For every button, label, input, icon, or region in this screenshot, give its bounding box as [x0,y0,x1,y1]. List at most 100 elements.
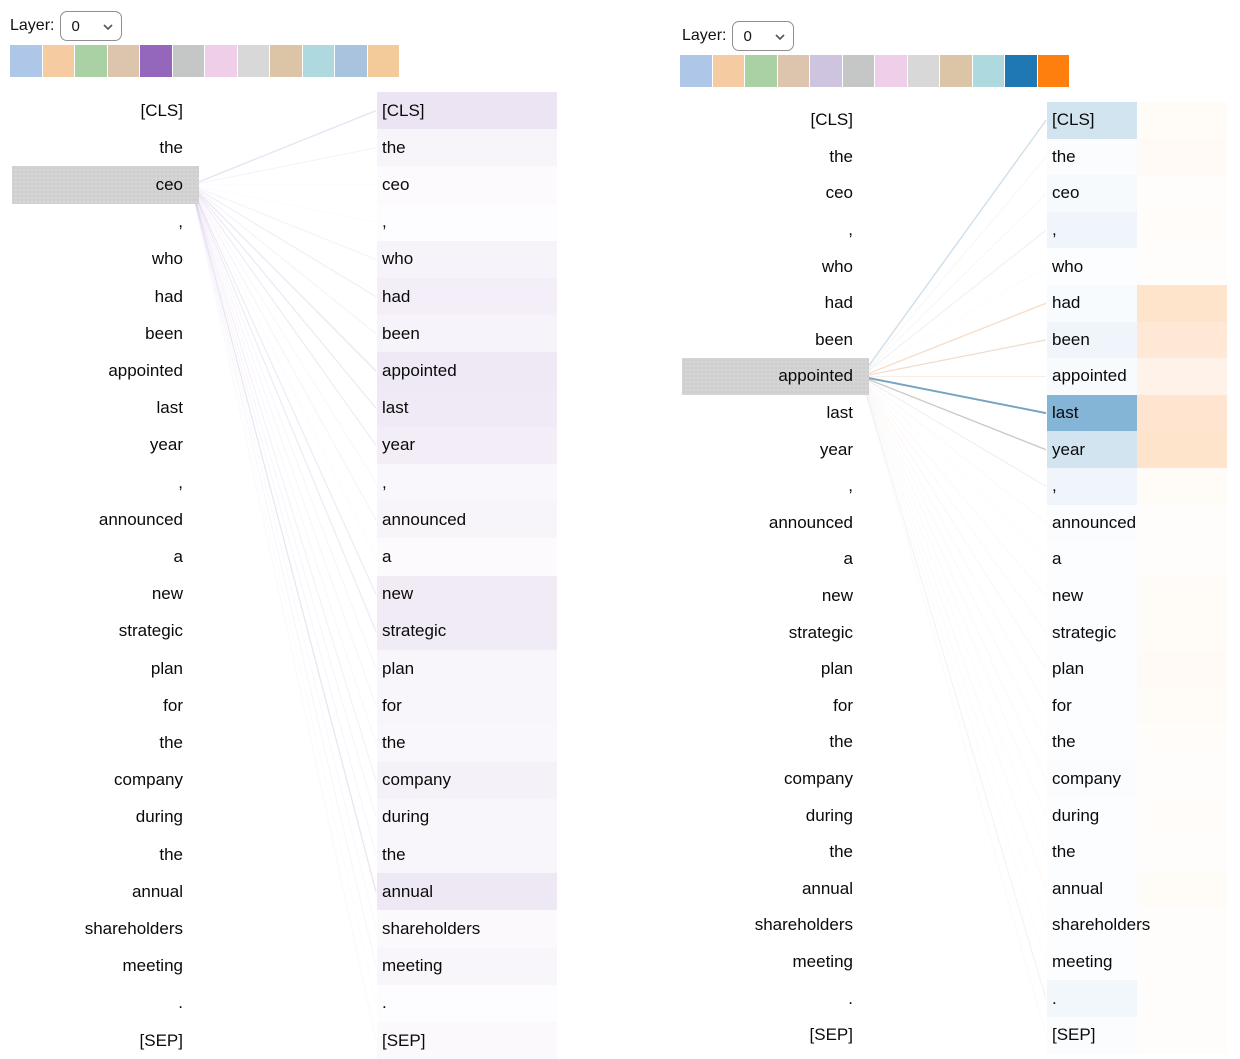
query-token-row[interactable]: strategic [12,613,183,650]
query-token-row[interactable]: [CLS] [682,102,853,139]
head-swatch-10[interactable] [335,45,367,77]
query-token-row[interactable]: , [682,468,853,505]
head-swatch-2[interactable] [745,55,777,87]
key-token-row[interactable]: , [377,464,557,502]
head-swatch-0[interactable] [10,45,42,77]
key-token-row[interactable]: appointed [377,352,557,390]
key-token-row[interactable]: the [1047,724,1227,761]
key-token-row[interactable]: , [377,204,557,241]
query-token-row[interactable]: new [12,576,183,613]
key-token-row[interactable]: plan [1047,651,1227,688]
key-token-row[interactable]: strategic [377,612,557,650]
head-swatch-11[interactable] [367,45,399,77]
key-token-row[interactable]: for [1047,688,1227,725]
query-token-row[interactable]: [SEP] [682,1017,853,1054]
key-token-row[interactable]: the [1047,138,1227,176]
query-token-row[interactable]: annual [682,871,853,908]
query-token-row[interactable]: meeting [682,944,853,981]
key-token-row[interactable]: annual [377,873,557,911]
head-swatch-6[interactable] [205,45,237,77]
key-token-row[interactable]: who [1047,248,1227,285]
query-token-row[interactable]: shareholders [12,910,183,947]
key-token-row[interactable]: meeting [1047,944,1227,981]
query-token-row[interactable]: announced [12,501,183,538]
layer-select[interactable]: 0 [732,21,795,51]
query-token-row[interactable]: company [12,762,183,799]
query-token-row[interactable]: had [12,278,183,315]
key-token-row[interactable]: been [377,315,557,353]
query-token-row[interactable]: , [12,204,183,241]
query-token-row[interactable]: during [12,799,183,836]
key-token-row[interactable]: , [1047,468,1227,505]
key-token-row[interactable]: [SEP] [1047,1017,1227,1054]
query-token-row[interactable]: . [682,980,853,1017]
head-swatch-9[interactable] [302,45,334,77]
query-token-row[interactable]: who [682,248,853,285]
query-token-row[interactable]: the [12,724,183,761]
query-token-row[interactable]: year [12,427,183,464]
query-token-row[interactable]: meeting [12,948,183,985]
key-token-row[interactable]: appointed [1047,358,1227,395]
key-token-row[interactable]: annual [1047,871,1227,908]
key-token-row[interactable]: had [377,278,557,316]
query-token-row[interactable]: shareholders [682,907,853,944]
key-token-row[interactable]: the [1047,834,1227,871]
key-token-row[interactable]: ceo [377,166,557,203]
key-token-row[interactable]: the [377,129,557,167]
query-token-row[interactable]: last [682,395,853,432]
key-token-row[interactable]: company [1047,761,1227,798]
query-token-row[interactable]: for [682,688,853,725]
head-swatch-0[interactable] [680,55,712,87]
key-token-row[interactable]: [SEP] [377,1022,557,1059]
key-token-row[interactable]: shareholders [377,910,557,948]
query-token-row[interactable]: [CLS] [12,92,183,129]
query-token-row[interactable]: the [682,834,853,871]
query-token-row[interactable]: , [682,212,853,249]
key-token-row[interactable]: been [1047,321,1227,359]
head-swatch-7[interactable] [907,55,939,87]
key-token-row[interactable]: last [377,389,557,427]
key-token-row[interactable]: plan [377,650,557,688]
query-token-row[interactable]: company [682,761,853,798]
key-token-row[interactable]: announced [377,501,557,539]
query-token-row[interactable]: the [682,139,853,176]
query-token-row[interactable]: plan [12,650,183,687]
head-swatch-5[interactable] [172,45,204,77]
head-swatch-9[interactable] [972,55,1004,87]
head-swatch-11[interactable] [1037,55,1069,87]
key-token-row[interactable]: announced [1047,505,1227,542]
query-token-row[interactable]: , [12,464,183,501]
key-token-row[interactable]: a [377,538,557,575]
query-token-row[interactable]: announced [682,505,853,542]
key-token-row[interactable]: [CLS] [377,92,557,130]
key-token-row[interactable]: . [1047,980,1227,1017]
query-token-row[interactable]: during [682,797,853,834]
head-swatch-1[interactable] [42,45,74,77]
key-token-row[interactable]: had [1047,285,1227,322]
key-token-row[interactable]: strategic [1047,614,1227,651]
head-swatch-10[interactable] [1005,55,1037,87]
head-swatch-3[interactable] [777,55,809,87]
head-swatch-2[interactable] [75,45,107,77]
query-token-row[interactable]: a [12,538,183,575]
key-token-row[interactable]: last [1047,394,1227,432]
query-token-row[interactable]: . [12,985,183,1022]
key-token-row[interactable]: who [377,240,557,278]
head-swatch-4[interactable] [810,55,842,87]
key-token-row[interactable]: . [377,985,557,1022]
query-token-row[interactable]: annual [12,873,183,910]
query-token-row[interactable]: year [682,431,853,468]
head-swatch-7[interactable] [237,45,269,77]
query-token-row[interactable]: ceo [12,166,199,204]
head-swatch-1[interactable] [712,55,744,87]
query-token-row[interactable]: plan [682,651,853,688]
query-token-row[interactable]: the [682,724,853,761]
head-swatch-5[interactable] [842,55,874,87]
key-token-row[interactable]: the [377,836,557,874]
query-token-row[interactable]: a [682,541,853,578]
key-token-row[interactable]: year [377,426,557,464]
query-token-row[interactable]: appointed [12,352,183,389]
key-token-row[interactable]: new [1047,578,1227,615]
key-token-row[interactable]: during [377,798,557,836]
key-token-row[interactable]: year [1047,431,1227,468]
